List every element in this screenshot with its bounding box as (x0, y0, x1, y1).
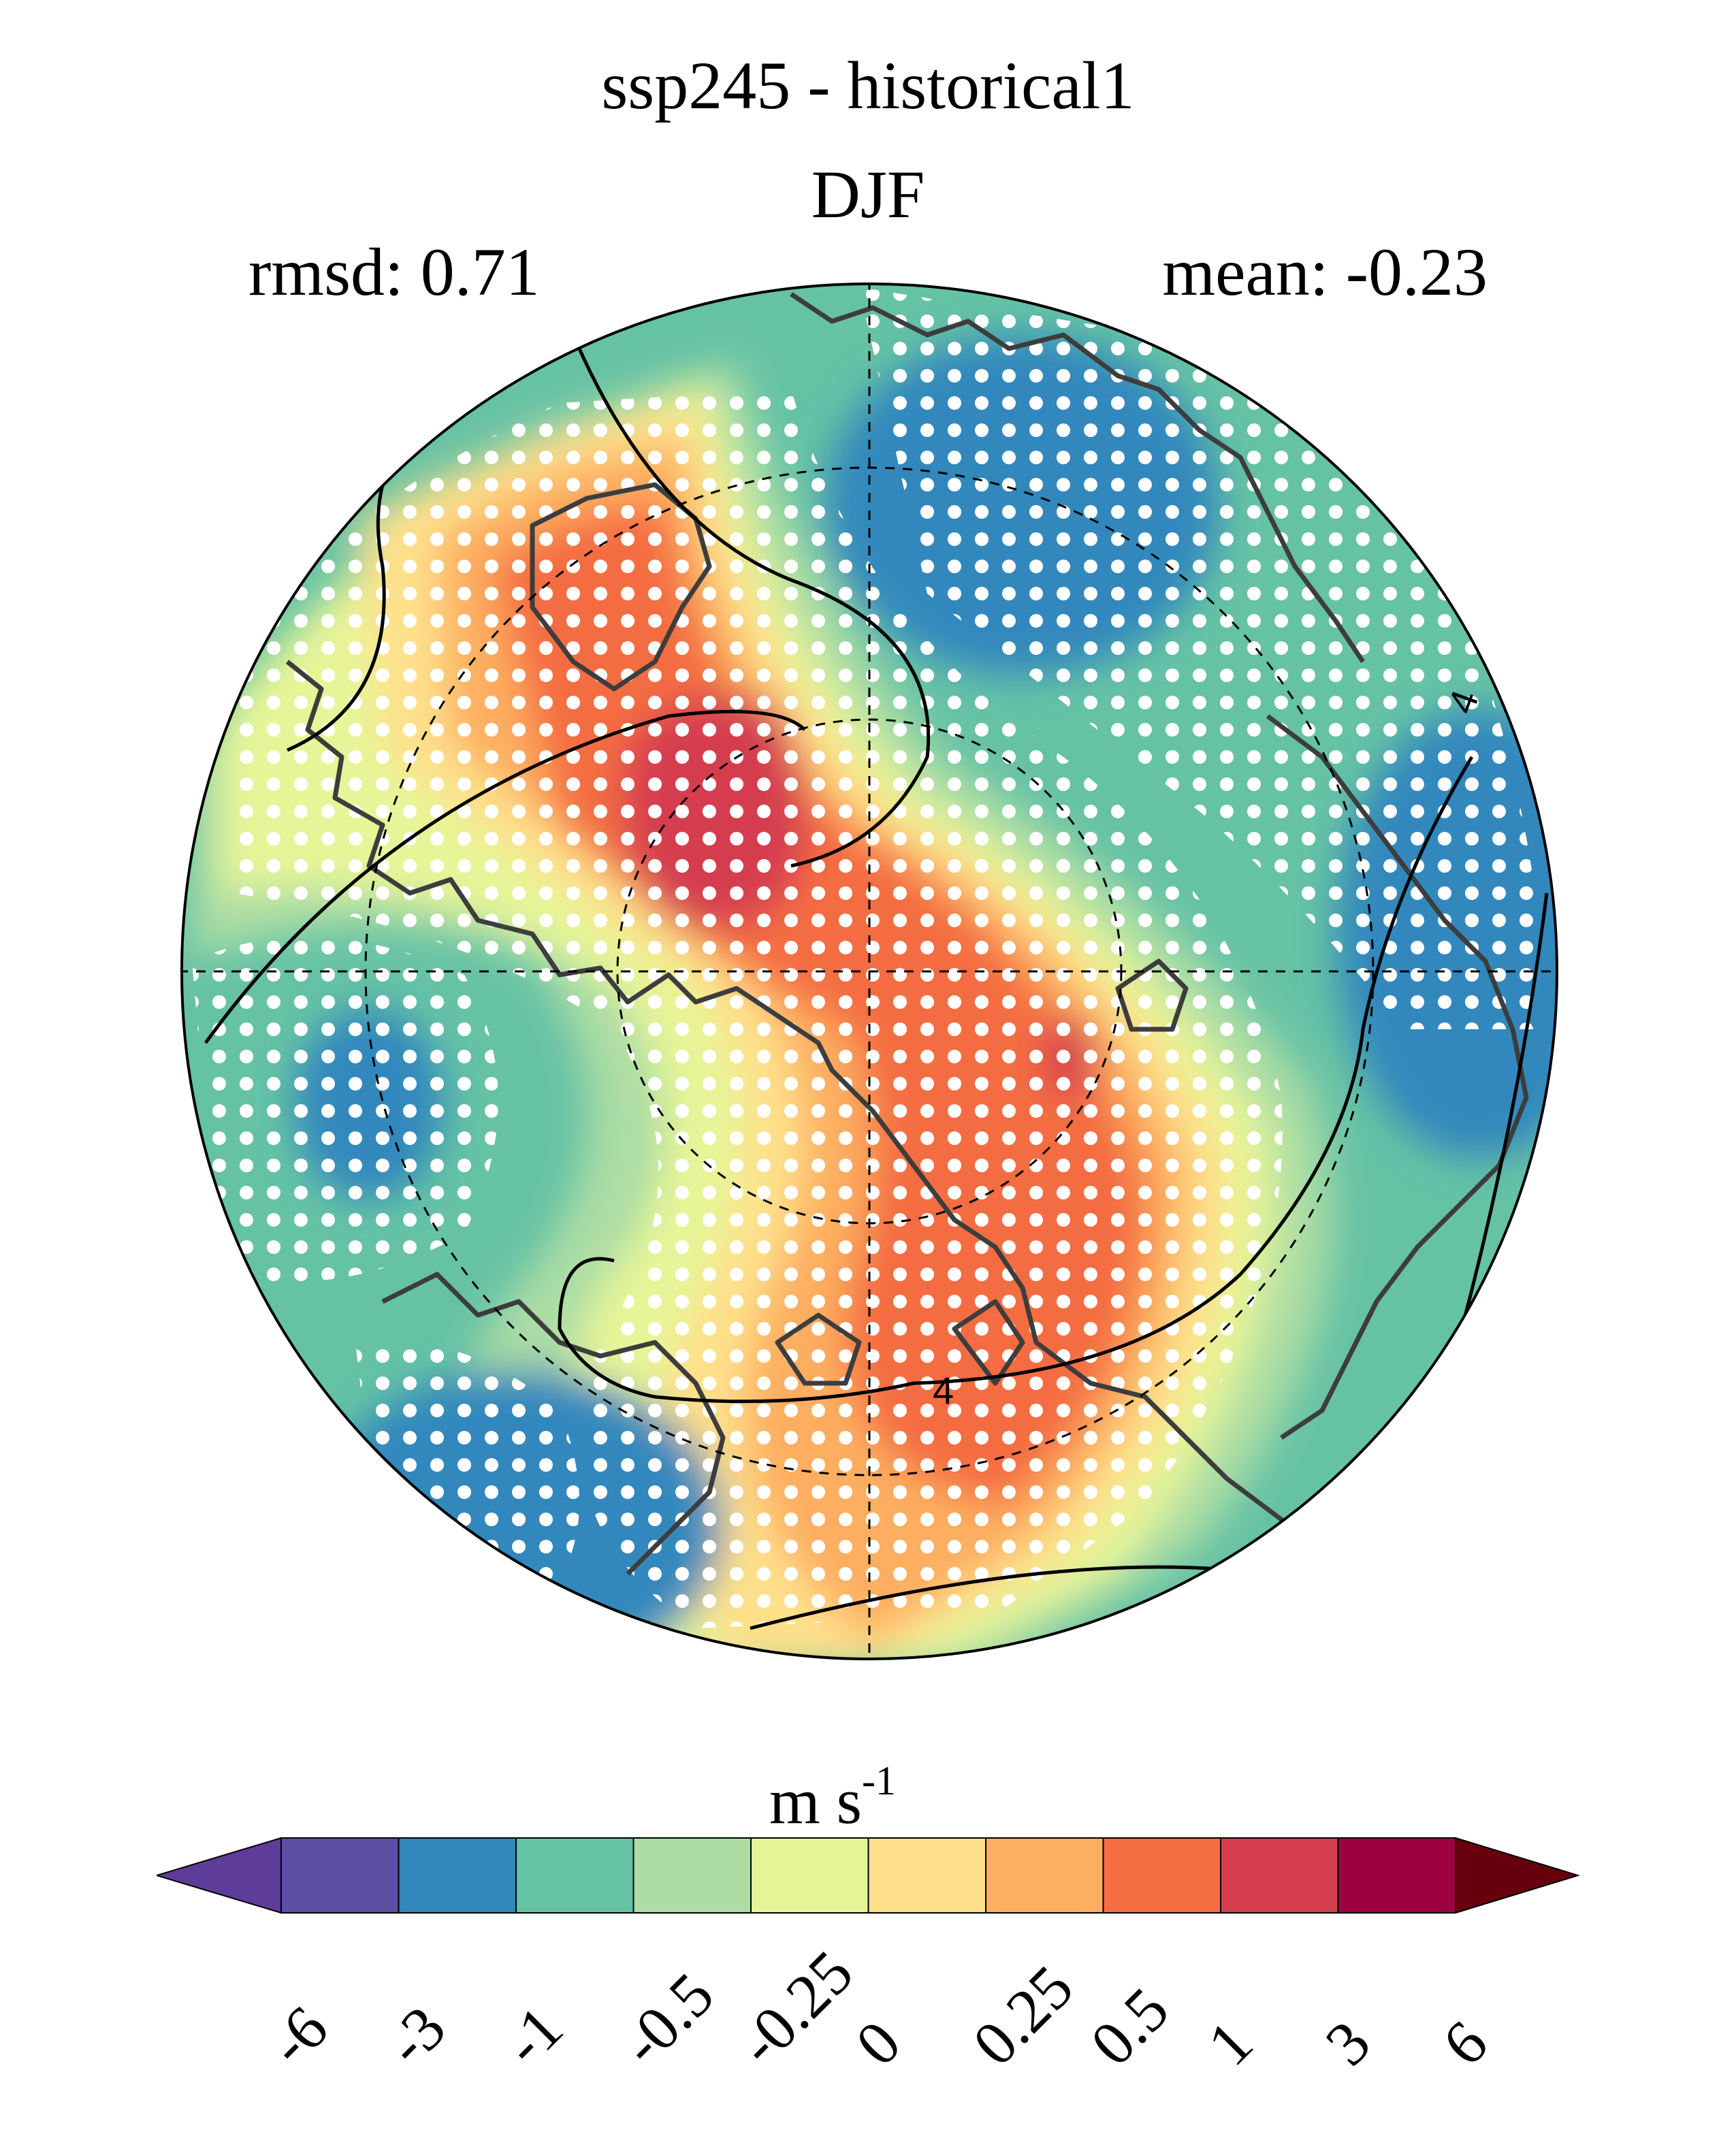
colorbar-segment (280, 1837, 400, 1914)
map-boundary (180, 283, 1558, 1660)
colorbar-segment (632, 1837, 752, 1914)
colorbar (157, 1837, 1579, 1914)
coastline-greenland (530, 482, 712, 692)
colorbar-over-triangle (1455, 1837, 1579, 1914)
coastline-alaska (381, 1272, 726, 1576)
colorbar-segment (398, 1837, 517, 1914)
colorbar-segment (867, 1837, 986, 1914)
colorbar-tick-label: 3 (1311, 2007, 1383, 2079)
colorbar-segment (1220, 1837, 1339, 1914)
contour-2 (571, 334, 931, 868)
coastline-eurasia (1266, 714, 1529, 1440)
figure-title: ssp245 - historical1 (601, 48, 1135, 123)
colorbar-tick-label: -1 (489, 1992, 576, 2079)
stipple-region-1 (233, 389, 1283, 1628)
colorbar-segment (750, 1837, 869, 1914)
colorbar-segment (985, 1837, 1104, 1914)
colorbar-segment (1102, 1837, 1221, 1914)
stipple-region-3 (192, 937, 498, 1282)
units-exponent: -1 (862, 1758, 897, 1803)
coastline-islands (775, 958, 1189, 1386)
colorbar-tick-label: -3 (372, 1992, 459, 2079)
units-base: m s (769, 1764, 863, 1837)
contour-6 (750, 1565, 1268, 1630)
rmsd-label: rmsd: 0.71 (248, 234, 540, 310)
contour-4 (558, 756, 1474, 1404)
colorbar-tick-label: 6 (1429, 2007, 1501, 2079)
polar-map: 4 4 (180, 283, 1558, 1660)
contour-label-bottom: 4 (933, 1369, 954, 1412)
colorbar-segment (1337, 1837, 1456, 1914)
contour-1 (204, 709, 806, 1044)
colorbar-tick-label: 0.5 (1076, 1974, 1182, 2079)
colorbar-tick-label: -0.5 (607, 1959, 727, 2079)
colorbar-segment (515, 1837, 634, 1914)
units-label: m s-1 (769, 1758, 896, 1839)
coastline-siberia (790, 292, 1365, 663)
coastlines (285, 292, 1529, 1576)
colorbar-tick-label: -6 (255, 1992, 341, 2079)
graticule (182, 284, 1557, 1659)
colorbar-tick-label: 0.25 (959, 1952, 1087, 2079)
colorbar-tick-label: -0.25 (724, 1937, 867, 2079)
season-label: DJF (811, 157, 925, 232)
colorbar-under-triangle (157, 1837, 282, 1914)
coastline-north-america (285, 660, 1338, 1576)
colorbar-tick-label: 1 (1194, 2007, 1266, 2079)
mean-label: mean: -0.23 (1162, 234, 1488, 310)
stipple-region-2 (859, 287, 1547, 1029)
colorbar-tick-label: 0 (841, 2007, 914, 2079)
